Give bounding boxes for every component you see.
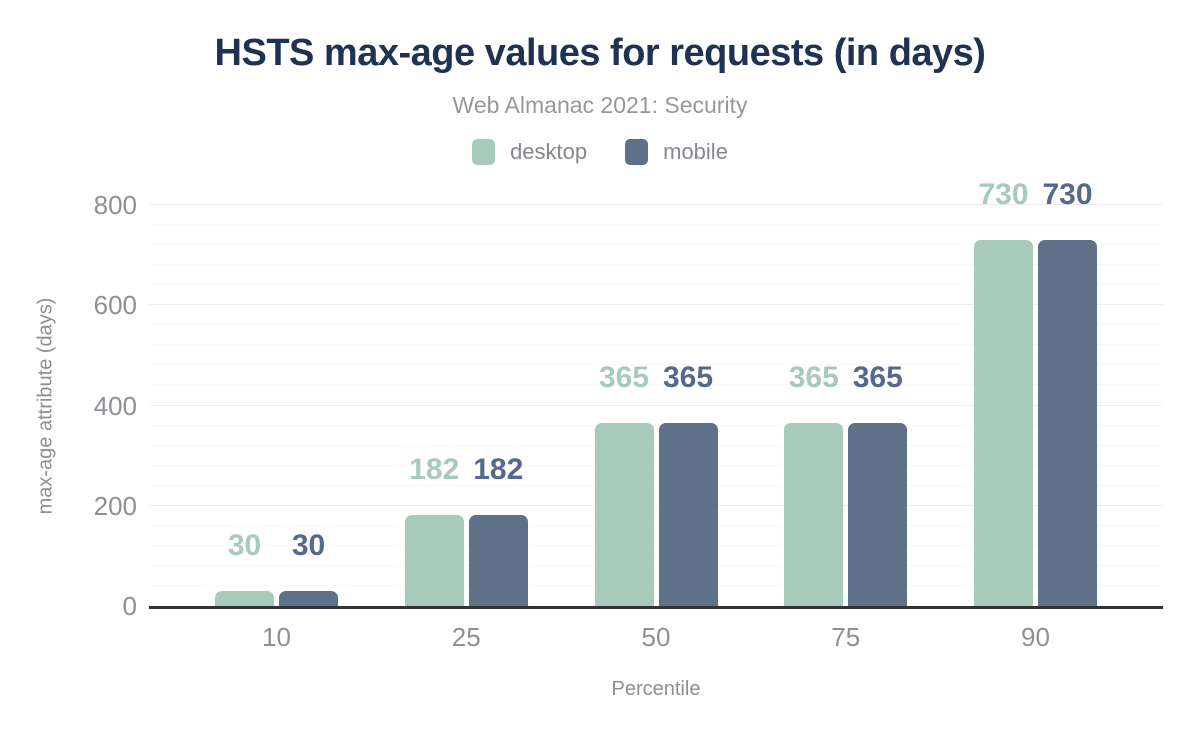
bar-slot-desktop-p75: 365: [784, 205, 844, 606]
gridline-minor: [149, 484, 1163, 486]
bar-group-p10: 30 30 10: [215, 205, 338, 652]
x-tick-label-90: 90: [1021, 622, 1050, 652]
y-tick-label-400: 400: [93, 390, 137, 421]
y-tick-label-800: 800: [93, 190, 137, 220]
value-label-mobile-p75: 365: [852, 361, 903, 395]
bar-group-p75: 365 365 75: [784, 205, 908, 652]
bar-slot-desktop-p10: 30: [215, 205, 274, 606]
bar-slot-mobile-p50: 365: [658, 205, 718, 606]
value-label-mobile-p50: 365: [662, 361, 714, 395]
gridline-major: [149, 404, 1163, 406]
value-label-desktop-p50: 365: [598, 361, 650, 395]
bar-mobile-p50[interactable]: [658, 423, 718, 606]
gridline-minor: [149, 324, 1163, 326]
y-tick-label-0: 0: [122, 591, 137, 621]
gridline-minor: [149, 384, 1163, 386]
value-label-desktop-p90: 730: [978, 178, 1029, 212]
desktop-swatch-icon: [472, 139, 496, 165]
bar-group-p50: 365 365 50: [594, 205, 718, 652]
bar-slot-desktop-p50: 365: [594, 205, 654, 606]
x-tick-label-50: 50: [641, 622, 671, 652]
bar-group-p25: 182 182 25: [404, 205, 528, 652]
bar-slot-mobile-p25: 182: [468, 205, 528, 606]
gridline-minor: [149, 364, 1163, 366]
value-label-desktop-p75: 365: [788, 361, 839, 395]
value-label-desktop-p10: 30: [227, 528, 262, 562]
value-label-mobile-p25: 182: [473, 452, 524, 486]
y-axis-ticks: 0 200 400 600 800: [0, 192, 137, 619]
x-axis-title: Percentile: [611, 678, 701, 700]
bar-mobile-p25[interactable]: [468, 514, 528, 606]
bar-groups: 30 30 10 182 182 25 365 365 50 365 365 75 730 730 90: [149, 180, 1163, 652]
value-label-mobile-p90: 730: [1042, 178, 1093, 212]
chart-subtitle: Web Almanac 2021: Security: [452, 92, 748, 118]
x-tick-label-10: 10: [262, 622, 291, 652]
bar-desktop-p75[interactable]: [784, 423, 844, 606]
bar-mobile-p10[interactable]: [279, 590, 338, 606]
x-tick-label-25: 25: [451, 622, 481, 652]
bar-slot-mobile-p90: 730: [1038, 180, 1097, 606]
legend-label-desktop: desktop: [510, 139, 588, 164]
y-tick-label-200: 200: [93, 490, 137, 521]
gridline-major: [149, 504, 1163, 506]
plot-area: 30 30 10 182 182 25 365 365 50 365 365 75 730 730 90: [149, 180, 1163, 652]
bar-desktop-p90[interactable]: [974, 240, 1033, 606]
bar-mobile-p90[interactable]: [1038, 240, 1097, 606]
gridline-minor: [149, 264, 1163, 266]
gridline-minor: [149, 424, 1163, 426]
gridline-minor: [149, 544, 1163, 546]
gridline-minor: [149, 244, 1163, 246]
legend-item-desktop: desktop: [472, 139, 587, 165]
bar-group-p90: 730 730 90: [974, 180, 1097, 652]
gridline-minor: [149, 564, 1163, 566]
bar-slot-desktop-p90: 730: [974, 180, 1033, 606]
bar-slot-desktop-p25: 182: [404, 205, 464, 606]
mobile-swatch-icon: [625, 139, 649, 165]
gridline-minor: [149, 344, 1163, 346]
gridline-minor: [149, 464, 1163, 466]
gridline-minor: [149, 224, 1163, 226]
gridline-major: [149, 204, 1163, 205]
value-label-mobile-p10: 30: [291, 528, 326, 562]
bar-desktop-p10[interactable]: [215, 590, 274, 606]
legend: desktop mobile: [0, 139, 1200, 165]
bar-desktop-p50[interactable]: [594, 423, 654, 606]
gridline-minor: [149, 524, 1163, 526]
gridline-minor: [149, 444, 1163, 446]
gridline-major: [149, 304, 1163, 306]
x-tick-label-75: 75: [831, 622, 861, 652]
legend-item-mobile: mobile: [625, 139, 728, 165]
chart-title: HSTS max-age values for requests (in day…: [214, 32, 986, 74]
bar-desktop-p25[interactable]: [404, 514, 464, 606]
gridline-minor: [149, 584, 1163, 586]
bar-slot-mobile-p75: 365: [848, 205, 908, 606]
value-label-desktop-p25: 182: [409, 452, 460, 486]
gridline-minor: [149, 284, 1163, 286]
bar-mobile-p75[interactable]: [848, 423, 908, 606]
y-tick-label-600: 600: [93, 290, 137, 321]
legend-label-mobile: mobile: [663, 139, 728, 164]
bar-slot-mobile-p10: 30: [279, 205, 338, 606]
